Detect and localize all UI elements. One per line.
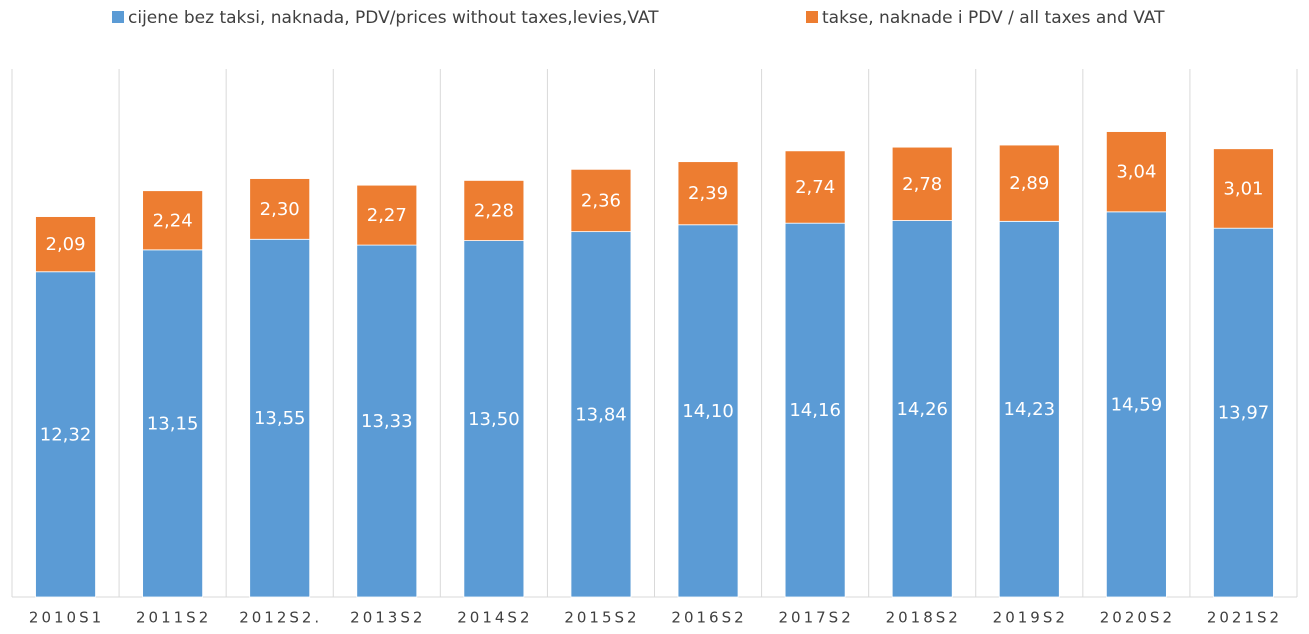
x-tick-label: 2020S2	[1100, 609, 1175, 627]
x-tick-label: 2017S2	[779, 609, 854, 627]
data-label: 12,32	[40, 424, 92, 445]
bar-segment	[570, 168, 632, 233]
bar-segment	[356, 184, 418, 246]
data-label: 13,97	[1218, 403, 1270, 424]
data-label: 14,10	[682, 401, 734, 422]
x-tick-label: 2015S2	[564, 609, 639, 627]
x-tick-label: 2013S2	[350, 609, 425, 627]
data-label: 13,15	[147, 413, 199, 434]
data-label: 2,89	[1009, 173, 1049, 194]
bar-segment	[463, 180, 525, 242]
x-tick-label: 2011S2	[136, 609, 211, 627]
data-label: 2,74	[795, 177, 835, 198]
data-label: 2,78	[902, 174, 942, 195]
x-tick-label: 2021S2	[1207, 609, 1282, 627]
bar-segment	[142, 249, 204, 598]
data-label: 14,16	[789, 400, 841, 421]
bar-segment	[891, 220, 953, 598]
bar-segment	[1213, 148, 1274, 229]
data-label: 3,04	[1116, 162, 1156, 183]
legend-swatch	[806, 11, 818, 23]
bar-segment	[677, 224, 739, 598]
data-label: 2,39	[688, 183, 728, 204]
data-label: 3,01	[1223, 178, 1263, 199]
bar-segment	[998, 220, 1060, 598]
data-label: 13,50	[468, 409, 520, 430]
bar-segment	[784, 150, 846, 224]
bar-segment	[677, 161, 739, 226]
data-label: 2,30	[260, 199, 300, 220]
bar-segment	[784, 222, 846, 598]
x-tick-label: 2016S2	[671, 609, 746, 627]
x-tick-label: 2012S2.	[239, 609, 322, 627]
bar-segment	[463, 240, 525, 598]
data-label: 2,27	[367, 205, 407, 226]
legend-label: cijene bez taksi, naknada, PDV/prices wi…	[128, 8, 659, 28]
legend-swatch	[112, 11, 124, 23]
bar-segment	[35, 216, 96, 273]
bar-segment	[570, 231, 632, 598]
data-label: 2,09	[46, 234, 86, 255]
bar-segment	[998, 144, 1060, 222]
x-tick-label: 2010S1	[29, 609, 104, 627]
x-tick-label: 2018S2	[886, 609, 961, 627]
data-label: 2,36	[581, 190, 621, 211]
legend-label: takse, naknade i PDV / all taxes and VAT	[822, 8, 1165, 28]
bar-segment	[142, 190, 204, 251]
data-label: 14,59	[1111, 394, 1163, 415]
bar-segment	[1105, 211, 1167, 598]
bar-segment	[35, 271, 96, 598]
data-label: 2,24	[153, 210, 193, 231]
bar-segment	[1213, 227, 1274, 598]
data-label: 13,55	[254, 408, 306, 429]
data-label: 13,84	[575, 404, 627, 425]
data-label: 13,33	[361, 411, 413, 432]
bar-segment	[249, 238, 311, 598]
bar-segment	[891, 146, 953, 221]
data-label: 14,23	[1004, 399, 1056, 420]
bar-segment	[1105, 131, 1167, 213]
x-tick-label: 2014S2	[457, 609, 532, 627]
data-label: 2,28	[474, 201, 514, 222]
data-label: 14,26	[896, 399, 948, 420]
bar-segment	[249, 178, 311, 240]
bar-segment	[356, 244, 418, 598]
x-tick-label: 2019S2	[993, 609, 1068, 627]
